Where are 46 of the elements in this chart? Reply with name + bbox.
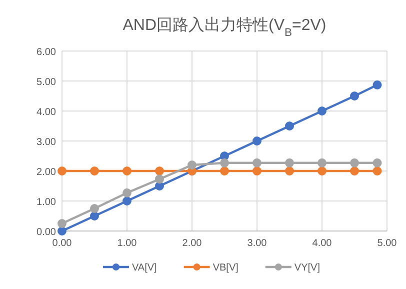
- point: [58, 226, 66, 236]
- point: [90, 212, 99, 220]
- point: [122, 188, 132, 198]
- point: [318, 106, 326, 116]
- point: [318, 158, 326, 168]
- legend-label: VY[V]: [294, 262, 320, 274]
- chart-title: AND回路入出力特性(V$_{B}$=2V): [122, 16, 326, 39]
- point: [318, 166, 326, 176]
- point: [220, 166, 229, 176]
- point: [285, 122, 294, 130]
- point: [350, 92, 359, 100]
- point: [188, 160, 196, 170]
- point: [372, 80, 382, 90]
- point: [122, 196, 132, 206]
- x-tick-label: 3.00: [247, 238, 268, 249]
- point: [155, 166, 164, 176]
- y-tick-label: 4.00: [36, 107, 56, 118]
- x-tick-label: 0.00: [52, 238, 72, 249]
- point: [58, 166, 66, 176]
- point: [90, 166, 99, 176]
- legend-label: VB[V]: [212, 262, 239, 274]
- point: [58, 219, 66, 228]
- point: [285, 158, 294, 168]
- point: [220, 158, 229, 168]
- point: [90, 204, 99, 213]
- point: [252, 158, 262, 168]
- point: [350, 166, 359, 176]
- point: [372, 158, 382, 168]
- y-tick-label: 3.00: [36, 137, 56, 148]
- y-tick-label: 2.00: [36, 167, 56, 178]
- legend-label: VA[V]: [132, 262, 158, 274]
- point: [252, 166, 262, 176]
- x-tick-label: 1.00: [117, 238, 138, 249]
- y-tick-label: 1.00: [36, 197, 56, 208]
- y-tick-label: 6.00: [36, 47, 56, 58]
- point: [155, 174, 164, 184]
- point: [372, 166, 382, 176]
- point: [285, 166, 294, 176]
- x-tick-label: 5.00: [377, 238, 398, 249]
- point: [122, 166, 132, 176]
- point: [252, 136, 262, 146]
- y-tick-label: 0.00: [36, 227, 56, 238]
- point: [350, 158, 359, 168]
- x-tick-label: 4.00: [312, 238, 332, 249]
- y-tick-label: 5.00: [36, 77, 56, 88]
- x-tick-label: 2.00: [182, 238, 202, 249]
